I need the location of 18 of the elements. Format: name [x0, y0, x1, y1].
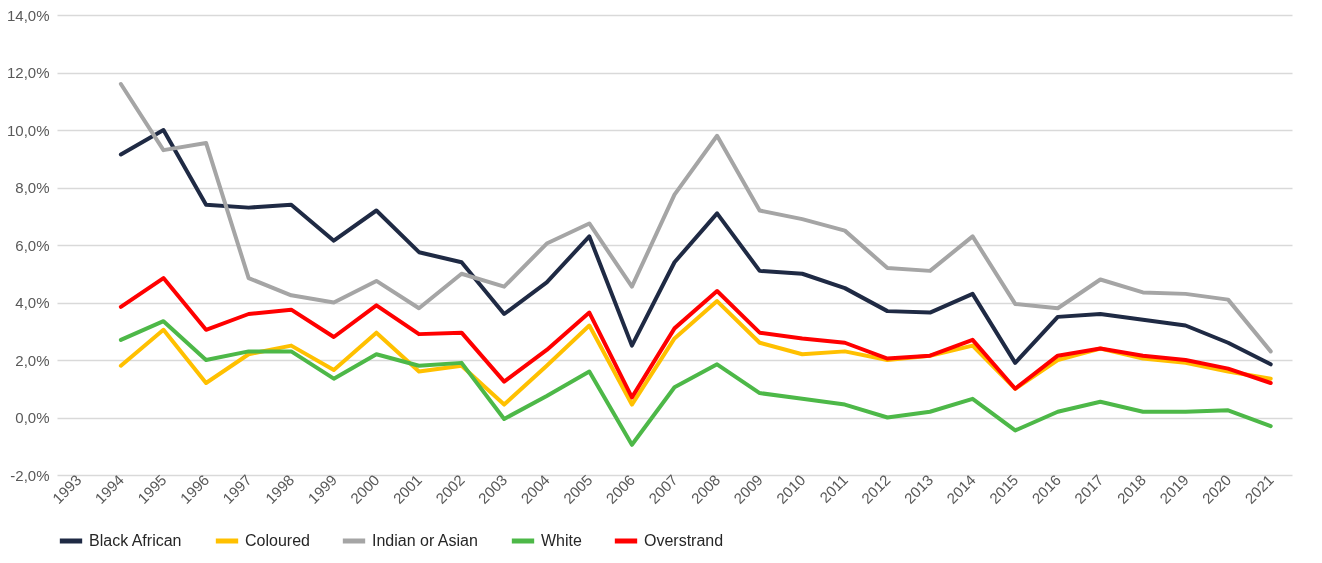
y-tick-label: 10,0% — [6, 121, 50, 139]
y-tick-label: 8,0% — [15, 179, 50, 196]
y-tick-label: 14,0% — [6, 6, 50, 24]
legend-label: Overstrand — [644, 532, 724, 549]
y-tick-label: 2,0% — [15, 351, 50, 369]
y-tick-label: -2,0% — [10, 466, 50, 484]
y-tick-label: 6,0% — [15, 236, 50, 254]
line-series — [118, 276, 1273, 400]
line-series — [118, 82, 1273, 354]
y-tick-label: 12,0% — [6, 64, 50, 81]
line-series — [118, 128, 1273, 367]
line-series — [118, 319, 1273, 447]
legend-label: Coloured — [245, 532, 310, 549]
y-tick-label: 4,0% — [15, 294, 50, 311]
y-tick-label: 0,0% — [15, 409, 50, 426]
legend-label: Indian or Asian — [372, 532, 478, 549]
legend-label: White — [541, 532, 582, 549]
legend-label: Black African — [89, 532, 182, 549]
